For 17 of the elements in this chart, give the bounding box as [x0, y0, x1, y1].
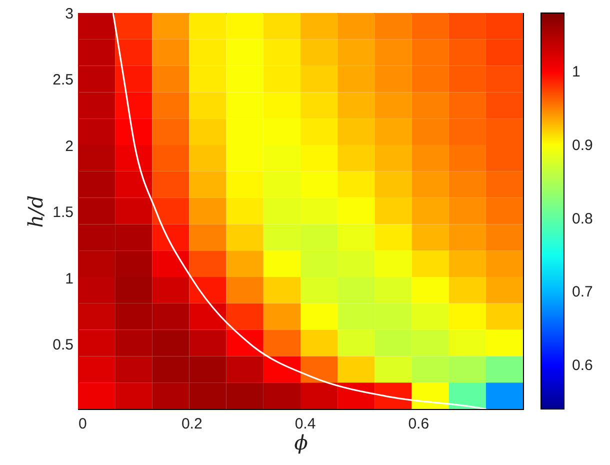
color-bar-label: 0.9 [572, 137, 593, 154]
color-bar-label: 0.7 [572, 284, 593, 301]
x-tick-label: 0.6 [408, 416, 430, 432]
x-tick-label: 0 [78, 416, 87, 432]
x-axis-title: ϕ [294, 430, 308, 454]
y-tick-label: 1 [65, 270, 74, 288]
y-axis-title: h/d [24, 195, 48, 228]
x-tick-label: 0.2 [181, 416, 202, 432]
color-bar-label: 1 [572, 64, 580, 81]
y-tick-label: 0.5 [52, 336, 74, 354]
y-tick-label: 2.5 [52, 72, 74, 89]
x-tick-label: 0.4 [294, 416, 316, 432]
y-tick-label: 3 [65, 6, 74, 22]
y-tick-label: 1.5 [52, 204, 74, 222]
y-tick-label: 2 [65, 138, 74, 155]
color-bar-label: 0.6 [572, 357, 593, 374]
color-bar-label: 0.8 [572, 210, 593, 228]
